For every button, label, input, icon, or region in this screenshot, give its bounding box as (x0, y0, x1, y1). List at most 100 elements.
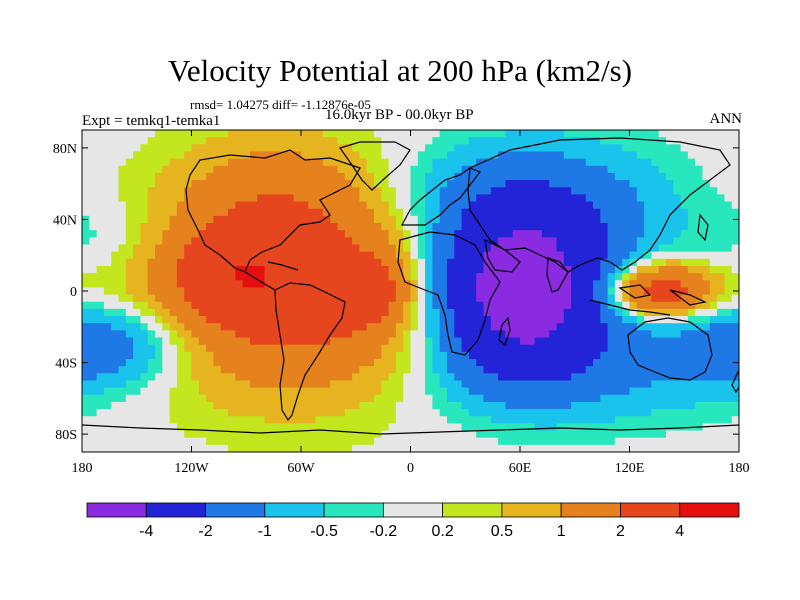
field-cell (118, 366, 149, 374)
field-cell (89, 223, 127, 231)
field-cell (337, 137, 382, 145)
field-cell (118, 294, 134, 303)
field-cell (82, 308, 105, 317)
field-cell (629, 180, 674, 188)
field-cell (417, 280, 426, 289)
field-cell (140, 387, 171, 396)
field-cell (410, 308, 419, 317)
field-cell (395, 280, 412, 289)
field-cell (425, 258, 433, 267)
field-cell (403, 258, 412, 267)
field-cell (410, 165, 433, 174)
field-cell (125, 380, 149, 389)
field-cell (607, 294, 616, 303)
x-tick-label: 120W (174, 461, 209, 476)
field-cell (198, 337, 251, 346)
field-cell (125, 280, 149, 289)
field-cell (359, 244, 397, 253)
colorbar-swatch (382, 502, 444, 518)
field-cell (724, 287, 739, 296)
colorbar-swatch (679, 502, 740, 518)
field-cell (556, 244, 609, 253)
field-cell (213, 215, 331, 224)
field-cell (425, 244, 433, 253)
field-cell (410, 301, 419, 310)
field-cell (264, 265, 390, 274)
field-cell (629, 294, 652, 303)
field-cell (636, 258, 652, 267)
coastlines (82, 137, 739, 435)
field-cell (147, 380, 178, 389)
field-cell (410, 237, 419, 246)
field-cell (695, 401, 739, 410)
colorbar-label: 1 (557, 523, 566, 540)
field-cell (622, 301, 631, 310)
field-cell (118, 180, 156, 188)
field-cell (147, 208, 178, 217)
field-cell (658, 265, 689, 274)
field-cell (381, 187, 397, 195)
field-cell (454, 373, 499, 382)
field-cell (687, 151, 739, 160)
field-cell (614, 287, 623, 296)
field-cell (162, 351, 178, 360)
field-cell (600, 394, 739, 403)
field-cell (607, 165, 660, 174)
field-cell (169, 215, 214, 224)
field-cell (388, 423, 463, 432)
field-cell (658, 165, 704, 174)
field-cell (425, 294, 433, 303)
field-cell (395, 294, 412, 303)
field-cell (220, 323, 368, 331)
field-cell (461, 223, 609, 231)
field-cell (593, 294, 609, 303)
field-cell (600, 308, 616, 317)
x-tick-label: 60E (509, 461, 532, 476)
field-cell (125, 316, 141, 324)
field-cell (468, 137, 601, 145)
field-cell (476, 280, 572, 289)
field-cell (147, 366, 163, 374)
field-cell (82, 151, 134, 160)
field-cell (176, 316, 207, 324)
field-cell (600, 301, 609, 310)
field-cell (520, 337, 536, 346)
field-cell (198, 308, 390, 317)
field-cell (235, 201, 309, 210)
field-cell (680, 230, 739, 238)
field-cell (162, 230, 200, 238)
field-cell (505, 401, 572, 410)
field-cell (425, 144, 455, 153)
field-cell (622, 287, 631, 296)
field-cell (403, 237, 412, 246)
field-cell (432, 394, 448, 403)
field-cell (709, 258, 739, 267)
field-cell (125, 394, 171, 403)
field-cell (425, 251, 433, 260)
field-cell (125, 358, 149, 367)
field-cell (622, 258, 631, 267)
field-cell (395, 366, 412, 374)
field-cell (410, 316, 419, 324)
field-cell (82, 165, 120, 174)
field-cell (147, 337, 163, 346)
field-cell (644, 208, 689, 217)
field-cell (381, 351, 397, 360)
field-cell (447, 265, 485, 274)
field-cell (410, 273, 419, 281)
field-cell (82, 194, 120, 203)
field-cell (125, 158, 171, 167)
field-cell (125, 287, 149, 296)
field-cell (169, 394, 207, 403)
field-cell (571, 265, 601, 274)
field-cell (176, 201, 236, 210)
field-cell (556, 237, 609, 246)
field-cell (235, 330, 353, 339)
field-cell (403, 337, 412, 346)
field-cell (644, 223, 689, 231)
y-tick-label: 40S (55, 357, 77, 372)
field-cell (147, 194, 185, 203)
field-cell (666, 258, 682, 267)
field-cell (571, 287, 594, 296)
field-cell (410, 294, 419, 303)
